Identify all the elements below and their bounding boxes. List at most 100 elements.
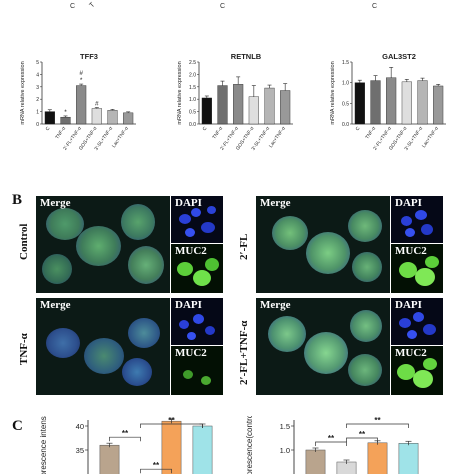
- muc2-image-2fl: MUC2: [391, 244, 443, 293]
- bar: [248, 96, 259, 125]
- condition-label-2fl: 2ʹ-FL: [238, 233, 250, 260]
- significance-mark: **: [168, 416, 175, 425]
- bar: [433, 85, 444, 125]
- y-axis-label: Fluorescence(control): [245, 416, 254, 474]
- bar: [123, 112, 134, 125]
- condition-label-control: Control: [18, 223, 30, 260]
- merge-image-control: Merge: [36, 196, 170, 293]
- y-axis-label: mRNA relative expression: [330, 61, 336, 124]
- significance-mark: **: [359, 430, 366, 439]
- significance-mark: *: [80, 77, 83, 84]
- bar: [417, 80, 428, 125]
- panel-c-letter: C: [12, 418, 23, 434]
- condition-label-2fl-tnf: 2ʹ-FL+TNF-α: [238, 320, 250, 385]
- fluorescence-relative-chart: Fluorescence(control) 1.0 1.5 ** ** **: [245, 416, 419, 474]
- bar: [367, 442, 388, 474]
- panel-b-letter: B: [12, 192, 23, 208]
- bar: [401, 81, 412, 125]
- bar: [280, 90, 291, 125]
- svg-text:C: C: [70, 3, 75, 10]
- muc2-image-control: MUC2: [171, 244, 223, 293]
- significance-bracket: [140, 468, 172, 474]
- y-tick-label: 2.5: [189, 60, 196, 66]
- significance-mark: #: [79, 70, 83, 77]
- gene-label: TFF3: [80, 52, 98, 61]
- significance-bracket: [346, 437, 378, 442]
- retnlb-bar-chart: RETNLB mRNA relative expression 0.0 0.5 1.0 1…: [177, 52, 293, 152]
- bar: [192, 425, 213, 474]
- bar: [76, 85, 87, 125]
- y-tick-label: 5: [36, 60, 39, 66]
- merge-label: Merge: [40, 197, 71, 209]
- dapi-label: DAPI: [395, 197, 422, 209]
- y-tick-label: 1.5: [280, 422, 290, 431]
- bar: [107, 110, 118, 125]
- bar: [44, 111, 55, 125]
- significance-mark: **: [153, 461, 160, 470]
- y-axis-label: Fluorescence intensity: [39, 416, 48, 474]
- bar: [233, 84, 244, 125]
- x-tick-label: TNF-α: [364, 126, 377, 141]
- merge-image-2fl: Merge: [256, 196, 390, 293]
- y-axis-label: mRNA relative expression: [20, 61, 26, 124]
- merge-image-tnf: Merge: [36, 298, 170, 395]
- fluorescence-intensity-chart: Fluorescence intensity 35 40 ** ** **: [39, 416, 213, 474]
- muc2-image-2fl-tnf: MUC2: [391, 346, 443, 395]
- x-tick-label: C: [45, 125, 52, 132]
- bar: [60, 116, 71, 125]
- y-tick-label: 3: [36, 85, 39, 91]
- muc2-label: MUC2: [395, 245, 427, 257]
- y-tick-label: 0.5: [342, 101, 349, 107]
- gal3st2-bar-chart: GAL3ST2 mRNA relative expression 0.0 0.5 1.0…: [330, 52, 446, 152]
- bar: [201, 97, 212, 125]
- y-tick-label: 0.5: [189, 110, 196, 116]
- significance-bracket: [109, 436, 141, 442]
- muc2-label: MUC2: [175, 245, 207, 257]
- muc2-label: MUC2: [395, 347, 427, 359]
- x-tick-label: TNF-α: [54, 126, 67, 141]
- y-tick-label: 0.0: [342, 122, 349, 128]
- y-tick-label: 1.5: [189, 85, 196, 91]
- gene-label: RETNLB: [231, 52, 262, 61]
- tff3-bar-chart: TFF3 mRNA relative expression 0 1 2 3 4 5 C * TNF-…: [20, 52, 136, 152]
- bar: [91, 108, 102, 125]
- significance-bracket: [315, 441, 347, 446]
- dapi-image-2fl-tnf: DAPI: [391, 298, 443, 345]
- top-cropped-strip: C C C T: [70, 1, 377, 10]
- svg-text:C: C: [372, 3, 377, 10]
- dapi-label: DAPI: [395, 299, 422, 311]
- y-tick-label: 1.0: [189, 97, 196, 103]
- y-tick-label: 1: [36, 110, 39, 116]
- dapi-label: DAPI: [175, 299, 202, 311]
- y-tick-label: 40: [76, 422, 84, 431]
- y-tick-label: 35: [76, 446, 84, 455]
- bar: [386, 77, 397, 125]
- bar: [99, 444, 120, 474]
- bar: [398, 443, 419, 474]
- bar: [305, 449, 326, 474]
- merge-label: Merge: [260, 299, 291, 311]
- significance-bracket: [346, 423, 409, 428]
- merge-label: Merge: [40, 299, 71, 311]
- significance-mark: **: [374, 416, 381, 425]
- y-tick-label: 1.0: [280, 446, 290, 455]
- significance-mark: *: [64, 109, 67, 116]
- y-tick-label: 2: [36, 97, 39, 103]
- significance-mark: **: [122, 429, 129, 438]
- bar: [161, 420, 182, 474]
- merge-image-2fl-tnf: Merge: [256, 298, 390, 395]
- y-tick-label: 1.0: [342, 81, 349, 87]
- bar: [370, 80, 381, 125]
- muc2-image-tnf: MUC2: [171, 346, 223, 395]
- y-axis-label: mRNA relative expression: [177, 61, 183, 124]
- y-tick-label: 0: [36, 122, 39, 128]
- x-tick-label: C: [202, 125, 209, 132]
- y-tick-label: 2.0: [189, 72, 196, 78]
- y-tick-label: 1.5: [342, 60, 349, 66]
- y-tick-label: 0.0: [189, 122, 196, 128]
- dapi-image-2fl: DAPI: [391, 196, 443, 243]
- dapi-image-tnf: DAPI: [171, 298, 223, 345]
- condition-label-tnf: TNF-α: [18, 333, 30, 365]
- significance-mark: #: [95, 101, 99, 108]
- svg-text:C: C: [220, 3, 225, 10]
